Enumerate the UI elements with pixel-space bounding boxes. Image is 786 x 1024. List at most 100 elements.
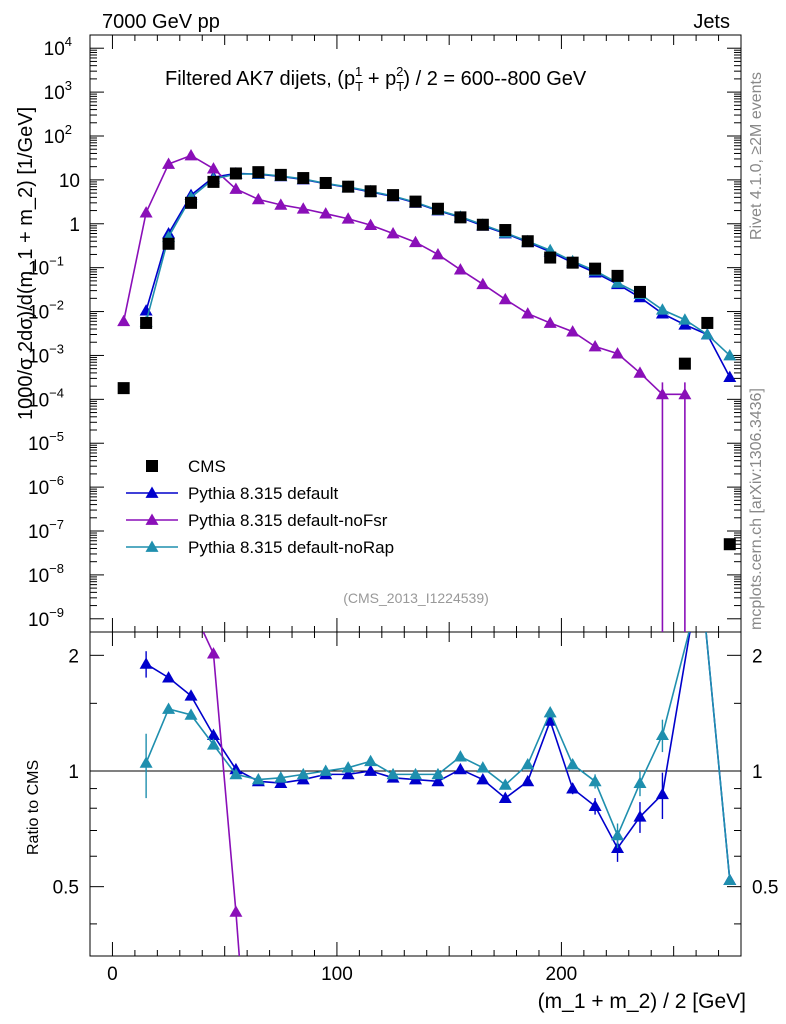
series-point-1 (364, 218, 378, 231)
y-tick-label: 10−3 (28, 341, 64, 367)
series-point-2 (723, 348, 737, 361)
ratio-point-2 (453, 750, 467, 762)
cms-data-point (162, 237, 175, 250)
ratio-line-nofsr (202, 632, 215, 655)
series-point-1 (139, 206, 153, 218)
ratio-point-2 (364, 754, 378, 767)
cms-data-point (364, 185, 377, 198)
title-sup1: 1 (355, 64, 362, 79)
series-point-1 (566, 325, 580, 337)
ratio-spike-2 (661, 632, 690, 736)
cms-data-point (409, 195, 422, 208)
ratio-tick-label-right: 2 (752, 646, 763, 667)
ratio-point-0 (476, 773, 490, 785)
cms-data-point (633, 285, 646, 298)
ratio-point-2 (409, 767, 422, 780)
ratio-point-2 (566, 757, 580, 770)
cms-data-point (723, 538, 736, 551)
ratio-line-nofsr (212, 653, 237, 912)
series-line-2 (145, 172, 731, 357)
cms-data-point (207, 175, 220, 188)
series-point-2 (700, 328, 714, 340)
cms-data-point (274, 168, 287, 181)
ratio-point-0 (431, 774, 445, 787)
ratio-point-2 (543, 705, 557, 718)
series-point-1 (409, 235, 422, 248)
ratio-point-0 (184, 689, 198, 701)
series-point-1 (453, 263, 467, 275)
main-plot (117, 148, 737, 632)
y-tick-label: 10−6 (28, 473, 64, 499)
analysis-id: (CMS_2013_I1224539) (343, 590, 489, 606)
legend: CMS Pythia 8.315 default Pythia 8.315 defa… (126, 457, 394, 557)
ratio-line-0 (145, 663, 663, 850)
series-point-1 (274, 198, 288, 210)
cms-data-point (678, 357, 691, 370)
ratio-point-2 (206, 738, 220, 750)
ratio-point-2 (588, 774, 602, 787)
series-point-1 (162, 157, 176, 169)
cms-data-point (185, 196, 198, 209)
ratio-plot (90, 632, 741, 956)
ratio-point-2 (476, 761, 490, 773)
series-point-1 (431, 247, 445, 260)
mcplots-label: mcplots.cern.ch [arXiv:1306.3436] (748, 388, 765, 630)
xlabel: (m_1 + m_2) / 2 [GeV] (538, 990, 746, 1013)
title-sub2: T (396, 79, 404, 94)
y-tick-label: 102 (44, 122, 72, 148)
cms-data-point (544, 251, 557, 264)
ratio-point-2 (431, 767, 445, 780)
ratio-point-0 (655, 787, 669, 800)
ratio-point-0 (521, 774, 535, 787)
y-tick-label: 10 (59, 171, 80, 192)
chart-title: Filtered AK7 dijets, (pT1 + pT2) / 2 = 6… (165, 64, 587, 94)
legend-marker-2 (145, 513, 159, 525)
ratio-point-0 (162, 671, 176, 683)
ratio-point-0 (633, 810, 647, 822)
series-point-1 (498, 292, 512, 305)
cms-data-point (499, 224, 512, 237)
cms-data-point (611, 269, 624, 282)
title-sup2: 2 (396, 64, 403, 79)
y-tick-label: 10−1 (28, 254, 64, 280)
series-point-2 (678, 313, 692, 325)
legend-marker-3 (145, 540, 159, 552)
legend-label-2: Pythia 8.315 default-noFsr (188, 511, 388, 530)
cms-data-point (229, 167, 242, 180)
cms-data-point (454, 211, 467, 224)
cms-data-point (387, 189, 400, 202)
legend-label-3: Pythia 8.315 default-noRap (188, 538, 394, 557)
cms-data-point (252, 166, 265, 179)
cms-data-point (566, 256, 579, 269)
ratio-point-0 (139, 657, 153, 669)
ratio-point-2 (655, 728, 669, 740)
y-tick-label: 10−5 (28, 429, 64, 455)
cms-data-point (589, 262, 602, 275)
ratio-point-nofsr (229, 905, 243, 917)
ratio-point-0 (543, 714, 557, 726)
series-point-1 (296, 202, 310, 214)
series-point-1 (611, 347, 625, 359)
ratio-point-0 (566, 782, 580, 794)
cms-data-point (342, 180, 355, 193)
ratio-spike-2 (705, 632, 731, 881)
ratio-tick-label-left: 1 (68, 762, 79, 783)
y-tick-label: 1 (69, 215, 80, 236)
x-tick-label: 200 (546, 964, 578, 985)
title-suffix: ) / 2 = 600--800 GeV (403, 68, 587, 90)
rivet-label: Rivet 4.1.0, ≥2M events (748, 72, 765, 240)
ratio-point-0 (341, 767, 355, 780)
series-point-1 (117, 314, 131, 327)
ratio-spike-0 (661, 632, 691, 795)
legend-label-1: Pythia 8.315 default (188, 484, 339, 503)
ratio-point-2 (633, 776, 647, 788)
series-point-1 (633, 366, 647, 378)
legend-marker-1 (145, 486, 159, 498)
series-point-1 (476, 277, 490, 290)
ratio-point-2 (319, 764, 333, 776)
ratio-point-2 (229, 767, 243, 780)
title-plus: + p (362, 68, 396, 90)
cms-data-point (117, 382, 130, 395)
cms-data-point (319, 176, 332, 189)
